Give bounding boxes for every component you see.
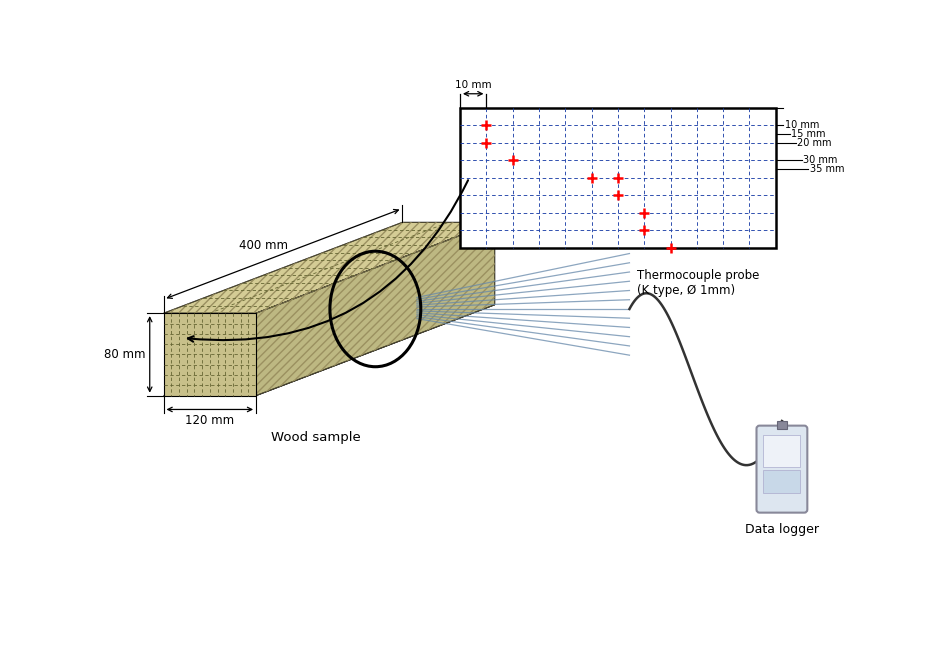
Bar [460, 108, 776, 247]
Text: 10 mm: 10 mm [785, 120, 820, 130]
Text: 35 mm: 35 mm [809, 164, 844, 174]
Polygon shape [256, 223, 495, 396]
Text: 400 mm: 400 mm [239, 239, 288, 252]
Bar [777, 421, 786, 429]
Text: 30 mm: 30 mm [804, 155, 838, 165]
Polygon shape [164, 223, 495, 313]
Text: 120 mm: 120 mm [185, 414, 234, 427]
Text: 80 mm: 80 mm [105, 348, 146, 361]
Polygon shape [164, 305, 495, 396]
Polygon shape [164, 313, 256, 396]
FancyBboxPatch shape [756, 426, 807, 513]
Bar [764, 435, 801, 467]
Text: 20 mm: 20 mm [797, 138, 832, 148]
Text: 15 mm: 15 mm [791, 129, 825, 139]
Text: Wood sample: Wood sample [271, 432, 361, 445]
Text: Thermocouple probe
(K type, Ø 1mm): Thermocouple probe (K type, Ø 1mm) [637, 270, 760, 297]
Bar [764, 470, 801, 492]
Text: Data logger: Data logger [745, 524, 819, 536]
Text: 10 mm: 10 mm [455, 80, 492, 90]
